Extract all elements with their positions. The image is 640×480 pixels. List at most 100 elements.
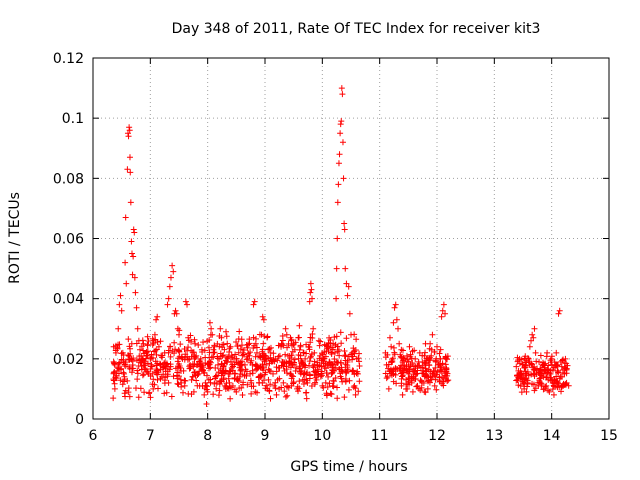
data-point [171,350,178,357]
data-point [354,368,361,375]
data-point [554,379,561,386]
data-point [295,355,302,362]
data-point [300,349,307,356]
data-point [181,382,188,389]
data-point [203,372,210,379]
data-point [433,371,440,378]
data-point [550,391,557,398]
data-point [289,348,296,355]
data-point [153,362,160,369]
data-point [528,371,535,378]
data-point [202,379,209,386]
data-point [214,355,221,362]
data-point [555,369,562,376]
data-point [344,292,351,299]
data-point [167,274,174,281]
data-point [181,377,188,384]
data-point [384,373,391,380]
data-point [174,380,181,387]
data-point [398,354,405,361]
data-point [320,355,327,362]
data-point [309,295,316,302]
data-point [214,340,221,347]
data-point [127,345,134,352]
x-tick-label: 11 [371,428,389,444]
data-point [537,366,544,373]
data-point [341,220,348,227]
data-point [302,355,309,362]
data-point [414,367,421,374]
data-point [303,341,310,348]
data-point [329,346,336,353]
data-point [248,390,255,397]
data-point [133,340,140,347]
data-point [266,387,273,394]
data-point [333,265,340,272]
data-point [252,361,259,368]
data-point [215,392,222,399]
data-point [110,370,117,377]
data-point [144,342,151,349]
data-point [273,364,280,371]
ticks-layer: 6 7 8 9 10 11 12 13 14 15 0 0.02 0.04 0.06 0.08 0.1 0.12 [53,51,618,444]
data-point [192,372,199,379]
data-point [152,347,159,354]
data-point [139,372,146,379]
data-point [235,378,242,385]
data-point [175,381,182,388]
data-point [384,351,391,358]
data-point [152,336,159,343]
data-point [208,354,215,361]
data-point [301,370,308,377]
data-point [422,362,429,369]
data-point [154,376,161,383]
data-point [167,343,174,350]
data-point [351,331,358,338]
data-point [128,340,135,347]
data-point [165,295,172,302]
data-point [398,370,405,377]
data-point [350,345,357,352]
data-point [123,280,130,287]
data-point [187,332,194,339]
data-point [349,356,356,363]
data-point [149,335,156,342]
data-point [353,336,360,343]
data-point [144,348,151,355]
data-point [343,369,350,376]
data-point [303,389,310,396]
data-point [111,385,118,392]
data-point [216,387,223,394]
data-point [200,369,207,376]
data-point [406,381,413,388]
data-point [136,357,143,364]
data-point [147,394,154,401]
data-point [116,359,123,366]
data-point [120,369,127,376]
data-point [548,353,555,360]
data-point [299,359,306,366]
y-axis-label: ROTI / TECUs [7,192,23,284]
data-point [321,341,328,348]
data-point [145,338,152,345]
data-point [169,262,176,269]
data-point [157,338,164,345]
data-point [184,347,191,354]
data-point [262,385,269,392]
data-point [399,367,406,374]
x-tick-label: 12 [428,428,446,444]
data-point [549,386,556,393]
data-point [281,388,288,395]
data-point [225,375,232,382]
data-point [560,380,567,387]
data-point [427,368,434,375]
data-point [259,346,266,353]
data-point [329,367,336,374]
data-point [444,353,451,360]
data-point [441,365,448,372]
data-point [551,380,558,387]
data-point [437,346,444,353]
data-point [438,313,445,320]
data-point [437,361,444,368]
data-point [272,385,279,392]
